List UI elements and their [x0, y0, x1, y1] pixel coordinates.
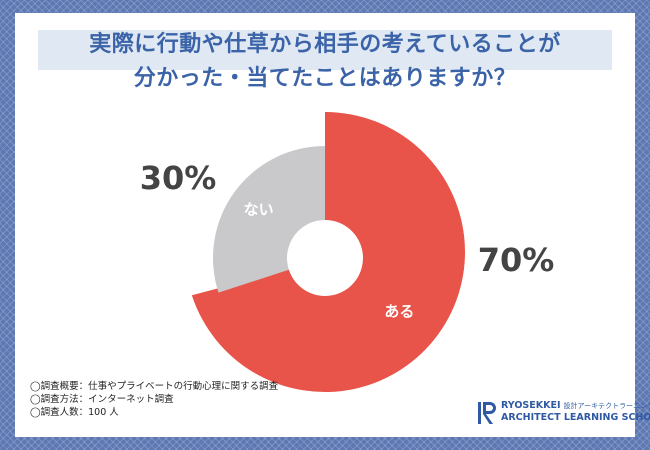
- logo-line2: ARCHITECT LEARNING SCHOOL: [501, 412, 650, 423]
- note-method: ◯調査方法：インターネット調査: [30, 394, 174, 405]
- note-overview: ◯調査概要：仕事やプライベートの行動心理に関する調査: [30, 381, 279, 392]
- logo-name: RYOSEKKEI 設計アーキテクトラーニング: [501, 400, 650, 411]
- slice-label: ある: [384, 303, 414, 321]
- donut-slice-nai: [213, 146, 325, 293]
- title-line-2: 分かった・当てたことはありますか？: [133, 66, 517, 91]
- percent-label: 30%: [140, 159, 217, 197]
- chart-title: 実際に行動や仕草から相手の考えていることが 分かった・当てたことはありますか？: [15, 28, 635, 96]
- title-line-1: 実際に行動や仕草から相手の考えていることが: [89, 32, 561, 57]
- slice-label: ない: [244, 200, 274, 218]
- donut-slice-aru: [191, 112, 465, 392]
- note-respondents: ◯調査人数：100 人: [30, 407, 119, 418]
- school-logo: RYOSEKKEI 設計アーキテクトラーニング ARCHITECT LEARNIN…: [477, 398, 650, 428]
- survey-notes: ◯調査概要：仕事やプライベートの行動心理に関する調査 ◯調査方法：インターネット…: [30, 380, 278, 419]
- percent-label: 70%: [478, 241, 555, 279]
- logo-mark-icon: [478, 402, 496, 424]
- title-highlight: [38, 30, 612, 70]
